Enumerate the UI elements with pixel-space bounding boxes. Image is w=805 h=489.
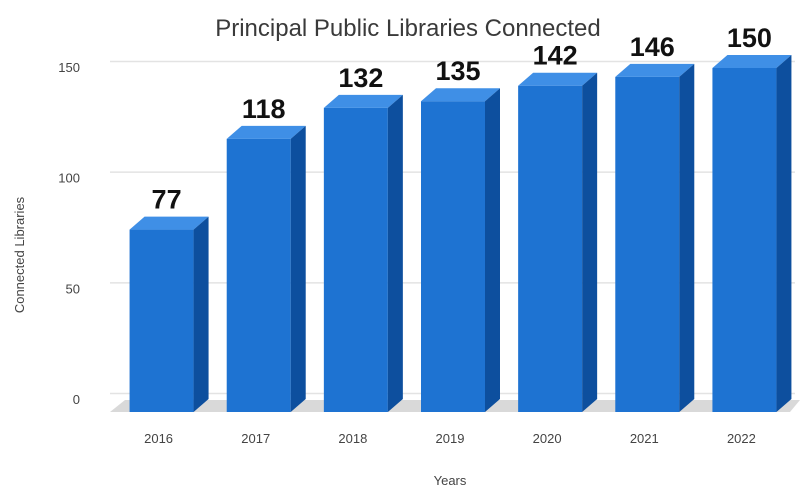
data-label: 146 <box>630 32 675 62</box>
y-axis-label: Connected Libraries <box>12 196 27 313</box>
data-label: 77 <box>152 185 182 215</box>
y-tick-label: 100 <box>58 171 80 186</box>
bars <box>129 55 792 413</box>
bar-front <box>712 68 777 412</box>
x-tick-label: 2022 <box>727 431 756 446</box>
bar-side <box>193 216 209 412</box>
x-axis-ticks: 2016 2017 2018 2019 2020 2021 2022 <box>144 431 756 446</box>
bar-front <box>615 76 680 412</box>
data-label: 135 <box>435 56 480 86</box>
x-tick-label: 2019 <box>436 431 465 446</box>
bar-side <box>582 72 598 412</box>
bar-top <box>615 63 695 77</box>
bar-side <box>387 94 403 412</box>
x-tick-label: 2020 <box>533 431 562 446</box>
bar-2016 <box>129 216 209 412</box>
y-tick-label: 150 <box>58 60 80 75</box>
bar-side <box>485 88 500 412</box>
data-label: 132 <box>338 63 383 93</box>
bar-side <box>290 125 306 413</box>
bar-front <box>226 138 291 412</box>
bar-2022 <box>712 55 792 412</box>
bar-top <box>323 94 403 108</box>
data-labels: 77 118 132 135 142 146 150 <box>152 23 772 215</box>
bar-front <box>129 229 194 412</box>
data-label: 150 <box>727 23 772 53</box>
y-tick-label: 50 <box>66 281 80 296</box>
bar-2017 <box>226 125 306 413</box>
bar-front <box>421 101 485 412</box>
data-label: 118 <box>242 94 286 124</box>
bar-top <box>712 55 792 68</box>
bar-top <box>421 88 500 102</box>
bar-2018 <box>323 94 403 412</box>
bar-2019 <box>421 88 500 412</box>
bar-2021 <box>615 63 695 412</box>
bar-top <box>518 72 598 86</box>
y-axis-ticks: 0 50 100 150 <box>58 60 80 407</box>
x-tick-label: 2021 <box>630 431 659 446</box>
bar-side <box>679 63 695 412</box>
x-tick-label: 2017 <box>241 431 270 446</box>
bar-top <box>129 216 209 230</box>
x-tick-label: 2018 <box>338 431 367 446</box>
bar-top <box>226 125 306 139</box>
bar-side <box>776 55 792 412</box>
bar-front <box>518 85 583 412</box>
bar-front <box>323 107 388 412</box>
x-tick-label: 2016 <box>144 431 173 446</box>
chart-title: Principal Public Libraries Connected <box>215 15 601 42</box>
y-tick-label: 0 <box>73 392 80 407</box>
data-label: 142 <box>533 41 578 71</box>
bar-2020 <box>518 72 598 412</box>
x-axis-label: Years <box>434 473 467 488</box>
